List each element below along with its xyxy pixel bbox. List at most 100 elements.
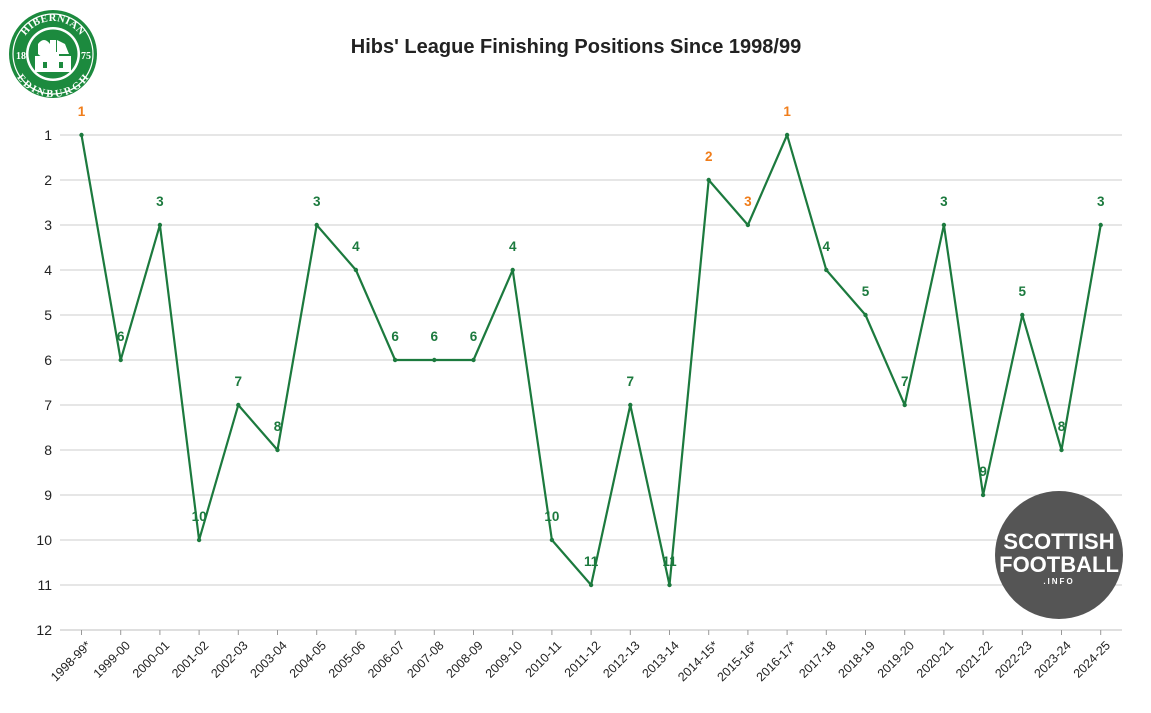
data-label: 11 bbox=[662, 554, 677, 569]
x-tick-label: 2014-15* bbox=[675, 638, 721, 684]
data-label: 3 bbox=[744, 194, 752, 209]
x-tick-label: 1998-99* bbox=[48, 638, 94, 684]
scottish-football-logo-icon: SCOTTISH FOOTBALL .INFO bbox=[995, 491, 1123, 619]
y-tick-label: 12 bbox=[36, 622, 52, 638]
data-labels: 1 6 3 10 7 8 3 4 6 6 6 4 10 11 7 11 2 3 1 4 5 7 3 9 5 8 3 bbox=[78, 104, 1105, 569]
data-label: 6 bbox=[470, 329, 478, 344]
hibernian-crest-icon: 18 75 HIBERNIAN EDINBURGH bbox=[9, 10, 97, 100]
x-tick-label: 2022-23 bbox=[992, 638, 1034, 680]
x-tick-label: 2002-03 bbox=[208, 638, 250, 680]
data-point bbox=[236, 402, 241, 408]
data-label: 3 bbox=[940, 194, 948, 209]
x-tick-label: 2007-08 bbox=[404, 638, 446, 680]
y-tick-label: 11 bbox=[37, 577, 52, 593]
watermark-line2: FOOTBALL bbox=[999, 552, 1119, 577]
x-tick-label: 2009-10 bbox=[483, 638, 525, 680]
data-point bbox=[392, 357, 398, 363]
data-point bbox=[471, 357, 476, 363]
x-tick-label: 2024-25 bbox=[1071, 638, 1113, 680]
data-label: 4 bbox=[823, 239, 831, 254]
x-tick-label: 2012-13 bbox=[600, 638, 642, 680]
data-point bbox=[1020, 312, 1025, 318]
watermark-line3: .INFO bbox=[1043, 577, 1074, 586]
data-label: 6 bbox=[117, 329, 125, 344]
x-axis-ticks: 1998-99*1999-002000-012001-022002-032003… bbox=[48, 630, 1113, 684]
data-point bbox=[863, 312, 868, 318]
data-point bbox=[941, 222, 947, 228]
data-point bbox=[314, 222, 319, 228]
x-tick-label: 2004-05 bbox=[287, 638, 329, 680]
x-tick-label: 2020-21 bbox=[914, 638, 956, 680]
data-label: 9 bbox=[979, 464, 987, 479]
x-tick-label: 2019-20 bbox=[875, 638, 917, 680]
data-label: 10 bbox=[544, 509, 559, 524]
data-point bbox=[824, 267, 829, 273]
data-points bbox=[79, 132, 1103, 588]
data-label: 4 bbox=[509, 239, 517, 254]
watermark-line1: SCOTTISH bbox=[1003, 529, 1114, 554]
data-point bbox=[745, 222, 751, 228]
x-tick-label: 2021-22 bbox=[953, 638, 995, 680]
y-tick-label: 9 bbox=[44, 487, 52, 503]
gridlines bbox=[60, 134, 1122, 631]
data-label: 8 bbox=[274, 419, 282, 434]
data-label: 11 bbox=[584, 554, 599, 569]
x-tick-label: 1999-00 bbox=[91, 638, 133, 680]
data-label: 3 bbox=[156, 194, 164, 209]
data-point bbox=[549, 537, 555, 543]
x-tick-label: 2000-01 bbox=[130, 638, 172, 680]
x-tick-label: 2001-02 bbox=[169, 638, 211, 680]
data-label: 6 bbox=[391, 329, 399, 344]
y-tick-label: 4 bbox=[44, 262, 52, 278]
data-point bbox=[196, 537, 202, 543]
data-point bbox=[784, 132, 790, 138]
chart-title: Hibs' League Finishing Positions Since 1… bbox=[351, 36, 801, 58]
data-label: 1 bbox=[78, 104, 86, 119]
data-label: 10 bbox=[192, 509, 207, 524]
y-tick-label: 3 bbox=[44, 217, 52, 233]
y-tick-label: 5 bbox=[44, 307, 52, 323]
data-point bbox=[706, 177, 711, 183]
data-label: 5 bbox=[862, 284, 870, 299]
x-tick-label: 2016-17* bbox=[754, 638, 800, 684]
data-label: 1 bbox=[783, 104, 791, 119]
data-point bbox=[588, 582, 594, 588]
data-label: 4 bbox=[352, 239, 360, 254]
data-point bbox=[902, 402, 907, 408]
data-label: 7 bbox=[235, 374, 243, 389]
data-point bbox=[79, 132, 84, 138]
x-tick-label: 2008-09 bbox=[444, 638, 486, 680]
y-tick-label: 6 bbox=[44, 352, 52, 368]
y-tick-label: 1 bbox=[44, 127, 52, 143]
data-label: 2 bbox=[705, 149, 713, 164]
data-point bbox=[118, 357, 123, 363]
x-tick-label: 2017-18 bbox=[796, 638, 838, 680]
data-point bbox=[353, 267, 359, 273]
data-label: 6 bbox=[431, 329, 439, 344]
x-tick-label: 2005-06 bbox=[326, 638, 368, 680]
data-point bbox=[980, 492, 986, 498]
x-tick-label: 2018-19 bbox=[836, 638, 878, 680]
data-point bbox=[432, 357, 437, 363]
data-point bbox=[628, 402, 633, 408]
x-tick-label: 2011-12 bbox=[562, 638, 604, 680]
y-tick-label: 8 bbox=[44, 442, 52, 458]
data-point bbox=[510, 267, 515, 273]
y-tick-label: 2 bbox=[44, 172, 52, 188]
crest-year-right: 75 bbox=[81, 51, 91, 62]
x-tick-label: 2010-11 bbox=[523, 638, 565, 680]
x-tick-label: 2015-16* bbox=[714, 638, 760, 684]
data-label: 3 bbox=[1097, 194, 1105, 209]
x-tick-label: 2023-24 bbox=[1032, 638, 1074, 680]
data-label: 8 bbox=[1058, 419, 1066, 434]
y-tick-label: 7 bbox=[44, 397, 52, 413]
data-point bbox=[1098, 222, 1103, 228]
y-tick-label: 10 bbox=[36, 532, 52, 548]
data-point bbox=[667, 582, 672, 588]
x-tick-label: 2003-04 bbox=[248, 638, 290, 680]
data-point bbox=[275, 447, 280, 453]
x-tick-label: 2006-07 bbox=[365, 638, 407, 680]
data-label: 5 bbox=[1019, 284, 1027, 299]
